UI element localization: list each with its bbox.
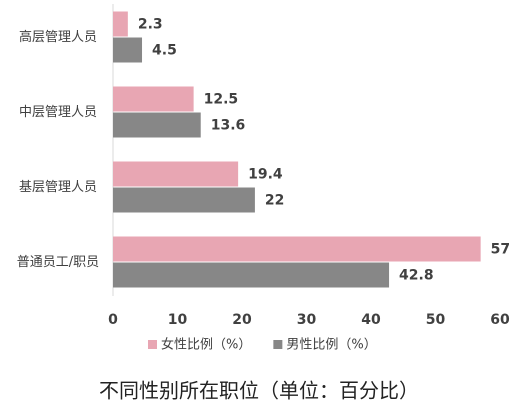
y-tick-label: 普通员工/职员 [16, 255, 100, 270]
x-tick-label: 20 [232, 312, 252, 328]
y-tick-label: 中层管理人员 [18, 105, 97, 120]
bar [113, 262, 390, 288]
chart-title: 不同性别所在职位（单位：百分比） [99, 379, 419, 403]
bar [113, 112, 201, 138]
value-label: 2.3 [138, 17, 163, 33]
bar [113, 236, 481, 262]
bar [113, 37, 143, 63]
value-label: 42.8 [399, 268, 434, 284]
bar [113, 11, 128, 37]
value-label: 22 [265, 193, 284, 209]
x-tick-label: 50 [426, 312, 446, 328]
legend-swatch [273, 340, 283, 349]
value-label: 12.5 [204, 92, 239, 108]
bar [113, 187, 255, 213]
x-tick-label: 10 [168, 312, 188, 328]
bar [113, 161, 239, 187]
x-tick-label: 30 [297, 312, 317, 328]
legend-label: 女性比例（%） [161, 337, 251, 353]
legend-swatch [148, 340, 157, 349]
value-label: 19.4 [248, 167, 283, 183]
bar [113, 86, 194, 112]
value-label: 4.5 [152, 43, 177, 59]
y-tick-label: 基层管理人员 [18, 180, 97, 195]
x-tick-label: 40 [361, 312, 381, 328]
x-tick-label: 60 [490, 312, 510, 328]
value-label: 57 [491, 242, 510, 258]
legend-label: 男性比例（%） [286, 338, 376, 353]
value-label: 13.6 [211, 118, 246, 134]
x-tick-label: 0 [108, 312, 118, 328]
y-tick-label: 高层管理人员 [18, 30, 97, 45]
